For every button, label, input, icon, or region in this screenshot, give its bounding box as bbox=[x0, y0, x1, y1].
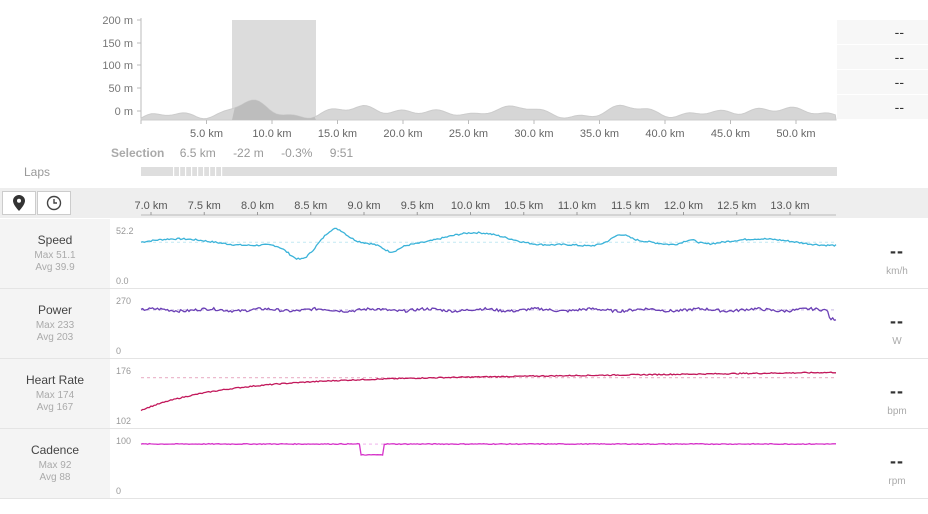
metric-name: Speed bbox=[37, 233, 73, 247]
summary-row: -- bbox=[837, 45, 928, 69]
metric-avg: Avg 167 bbox=[36, 402, 74, 413]
elevation-x-tick: 30.0 km bbox=[514, 128, 553, 140]
metric-readout: -- rpm bbox=[866, 429, 928, 498]
metric-label-cadence: Cadence Max 92 Avg 88 bbox=[0, 429, 110, 498]
metric-line-speed bbox=[140, 227, 837, 261]
distance-mode-button[interactable] bbox=[2, 191, 36, 215]
elevation-x-tick: 10.0 km bbox=[252, 128, 291, 140]
metric-axis-top: 100 bbox=[116, 436, 131, 446]
detail-x-tick: 7.5 km bbox=[188, 200, 221, 212]
row-divider bbox=[0, 428, 928, 429]
metric-line-power bbox=[140, 306, 837, 321]
metric-unit: rpm bbox=[888, 476, 906, 487]
detail-x-tick: 11.0 km bbox=[558, 200, 596, 212]
metric-label-power: Power Max 233 Avg 203 bbox=[0, 289, 110, 358]
metric-readout: -- W bbox=[866, 289, 928, 358]
metric-label-speed: Speed Max 51.1 Avg 39.9 bbox=[0, 219, 110, 288]
detail-x-tick: 12.5 km bbox=[717, 200, 756, 212]
detail-x-tick: 11.5 km bbox=[611, 200, 649, 212]
detail-x-tick: 7.0 km bbox=[134, 200, 167, 212]
metric-avg: Avg 203 bbox=[36, 332, 74, 343]
selection-grade: -0.3% bbox=[281, 146, 313, 160]
selection-label: Selection bbox=[111, 146, 165, 160]
metric-line-heart-rate bbox=[140, 371, 836, 412]
laps-bar[interactable] bbox=[141, 167, 837, 177]
metric-value: -- bbox=[890, 241, 904, 261]
metric-name: Power bbox=[37, 303, 72, 317]
elevation-x-tick: 35.0 km bbox=[580, 128, 619, 140]
elevation-x-tick: 45.0 km bbox=[711, 128, 750, 140]
metric-avg: Avg 39.9 bbox=[35, 262, 75, 273]
map-pin-icon bbox=[13, 195, 25, 211]
elevation-x-tick: 5.0 km bbox=[190, 128, 223, 140]
metric-value: -- bbox=[890, 381, 904, 401]
metric-readout: -- bpm bbox=[866, 359, 928, 428]
selection-elevation: -22 m bbox=[233, 146, 264, 160]
selection-distance: 6.5 km bbox=[179, 146, 216, 160]
metric-unit: W bbox=[892, 336, 902, 347]
metric-value: -- bbox=[890, 451, 904, 471]
metric-axis-bottom: 0.0 bbox=[116, 276, 129, 286]
summary-row: -- bbox=[837, 70, 928, 94]
metric-unit: bpm bbox=[887, 406, 907, 417]
metric-charts[interactable]: 52.2 0.0 270 0 176 102 100 0 bbox=[0, 218, 928, 503]
detail-x-tick: 12.0 km bbox=[664, 200, 703, 212]
metric-max: Max 51.1 bbox=[34, 250, 76, 261]
elevation-profile-selected bbox=[232, 100, 316, 120]
summary-row: -- bbox=[837, 20, 928, 44]
selection-summary: Selection 6.5 km -22 m -0.3% 9:51 bbox=[111, 146, 367, 162]
detail-x-tick: 10.0 km bbox=[451, 200, 490, 212]
metric-label-heart-rate: Heart Rate Max 174 Avg 167 bbox=[0, 359, 110, 428]
elevation-y-tick: 0 m bbox=[115, 106, 133, 118]
metric-axis-bottom: 0 bbox=[116, 486, 121, 496]
metric-max: Max 233 bbox=[35, 320, 75, 331]
elevation-y-tick: 150 m bbox=[102, 38, 133, 50]
detail-toolbar bbox=[0, 188, 928, 218]
metric-axis-top: 52.2 bbox=[116, 226, 134, 236]
elevation-y-tick: 200 m bbox=[102, 15, 133, 27]
row-divider bbox=[0, 498, 928, 499]
metric-name: Heart Rate bbox=[25, 373, 85, 387]
elevation-y-tick: 50 m bbox=[109, 83, 133, 95]
row-divider bbox=[0, 288, 928, 289]
metric-value: -- bbox=[890, 311, 904, 331]
selection-time: 9:51 bbox=[329, 146, 354, 160]
elevation-x-tick: 15.0 km bbox=[318, 128, 357, 140]
elevation-x-tick: 50.0 km bbox=[776, 128, 815, 140]
metric-name: Cadence bbox=[30, 443, 80, 457]
detail-x-tick: 8.5 km bbox=[294, 200, 327, 212]
detail-x-tick: 10.5 km bbox=[504, 200, 543, 212]
elevation-x-tick: 20.0 km bbox=[383, 128, 422, 140]
metric-axis-top: 270 bbox=[116, 296, 131, 306]
metric-axis-bottom: 0 bbox=[116, 346, 121, 356]
clock-icon bbox=[46, 195, 62, 211]
metric-unit: km/h bbox=[886, 266, 908, 277]
detail-x-tick: 9.0 km bbox=[347, 200, 380, 212]
elevation-x-tick: 40.0 km bbox=[645, 128, 684, 140]
detail-x-tick: 13.0 km bbox=[770, 200, 809, 212]
elevation-x-tick: 25.0 km bbox=[449, 128, 488, 140]
metric-max: Max 92 bbox=[38, 460, 72, 471]
detail-distance-axis: 7.0 km 7.5 km 8.0 km 8.5 km 9.0 km 9.5 km 10.0… bbox=[134, 200, 836, 216]
row-divider bbox=[0, 358, 928, 359]
metric-axis-bottom: 102 bbox=[116, 416, 131, 426]
detail-x-tick: 8.0 km bbox=[241, 200, 274, 212]
metric-readout: -- km/h bbox=[866, 219, 928, 288]
metric-line-cadence bbox=[140, 442, 836, 456]
metric-avg: Avg 88 bbox=[39, 472, 71, 483]
laps-label: Laps bbox=[24, 165, 51, 179]
elevation-y-tick: 100 m bbox=[102, 60, 133, 72]
metric-axis-top: 176 bbox=[116, 366, 131, 376]
elevation-chart[interactable]: 200 m 150 m 100 m 50 m 0 m 5.0 km 10.0 km 15.0… bbox=[0, 0, 928, 145]
detail-x-tick: 9.5 km bbox=[401, 200, 434, 212]
summary-row: -- bbox=[837, 95, 928, 119]
time-mode-button[interactable] bbox=[37, 191, 71, 215]
metric-max: Max 174 bbox=[35, 390, 75, 401]
